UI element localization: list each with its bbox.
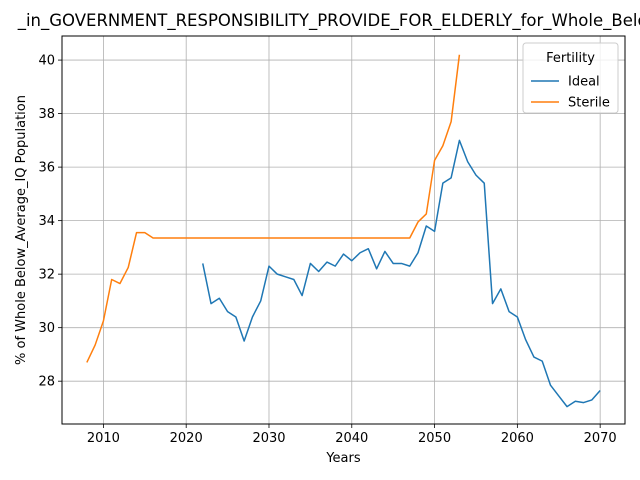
y-tick-label: 28 <box>38 375 55 390</box>
x-tick-label: 2010 <box>87 431 120 446</box>
y-tick-label: 34 <box>38 214 55 229</box>
series-line-ideal <box>202 139 601 408</box>
y-tick-label: 32 <box>38 268 55 283</box>
series-line-sterile <box>86 54 461 363</box>
x-tick-label: 2030 <box>252 431 285 446</box>
y-axis-label: % of Whole Below_Average_IQ Population <box>14 95 29 365</box>
legend-items: Ideal Sterile <box>531 75 610 111</box>
series-layer <box>86 54 601 408</box>
legend-label-ideal: Ideal <box>568 75 600 90</box>
x-tick-label: 2040 <box>335 431 368 446</box>
y-tick-label: 38 <box>38 107 55 122</box>
y-tick-label: 40 <box>38 54 55 69</box>
x-tick-label: 2060 <box>501 431 534 446</box>
plot-frame <box>61 35 626 425</box>
axis-ticks: 2010 2020 2030 2040 2050 2060 2070 28 30 32 34 36 38… <box>38 54 616 446</box>
legend: Fertility Ideal Sterile <box>522 42 619 114</box>
y-tick-label: 36 <box>38 161 55 176</box>
legend-box <box>522 42 619 114</box>
legend-label-sterile: Sterile <box>568 96 610 111</box>
x-tick-label: 2020 <box>170 431 203 446</box>
chart-title: _in_GOVERNMENT_RESPONSIBILITY_PROVIDE_FO… <box>17 11 640 31</box>
x-tick-label: 2050 <box>418 431 451 446</box>
legend-title: Fertility <box>546 51 595 66</box>
grid-lines <box>62 36 625 424</box>
y-tick-label: 30 <box>38 321 55 336</box>
x-axis-label: Years <box>325 451 361 466</box>
x-tick-label: 2070 <box>584 431 617 446</box>
